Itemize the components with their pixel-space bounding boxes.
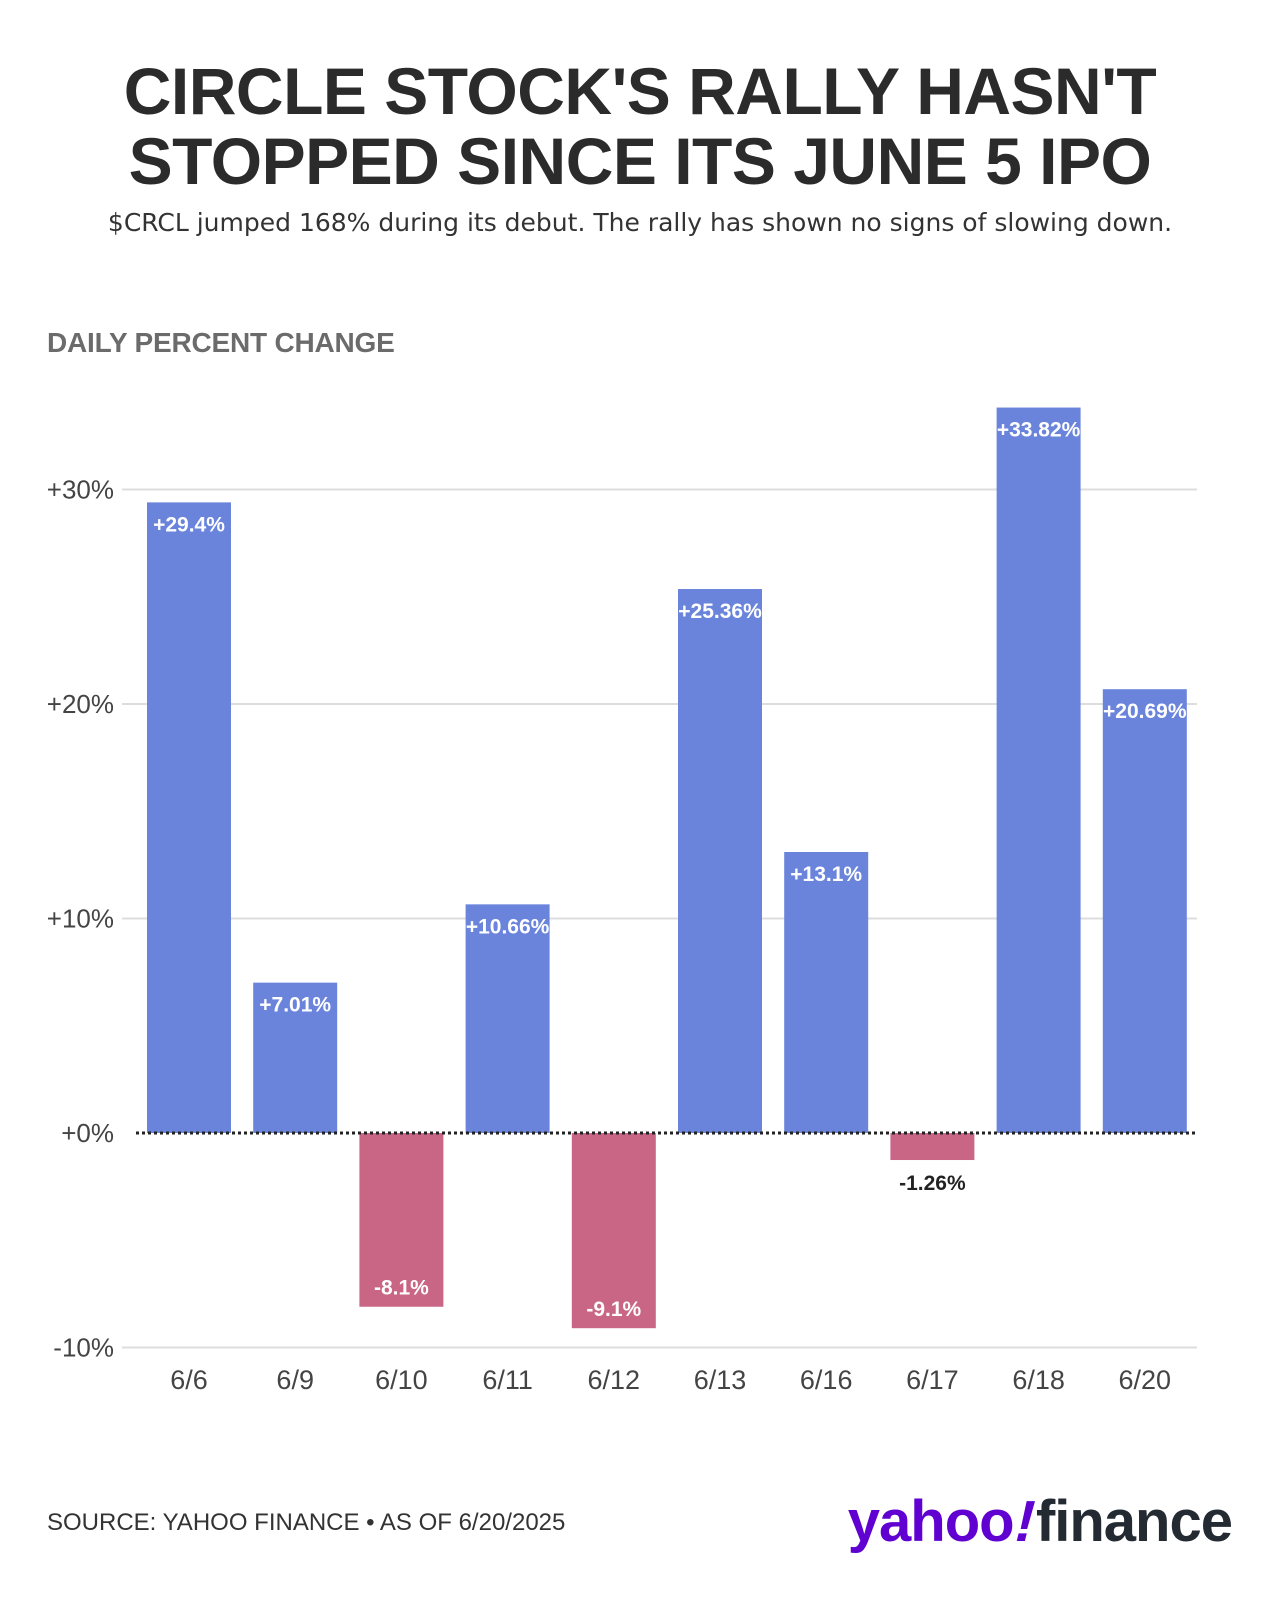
x-tick-label: 6/9	[276, 1365, 314, 1395]
bar	[253, 982, 338, 1133]
x-tick-label: 6/18	[1012, 1365, 1065, 1395]
logo-yahoo-text: yahoo	[847, 1489, 1015, 1554]
bar	[571, 1133, 656, 1329]
bar	[996, 407, 1081, 1133]
y-tick-label: -10%	[53, 1333, 114, 1363]
data-label: +13.1%	[790, 863, 862, 886]
data-label: +29.4%	[153, 513, 225, 536]
bar	[465, 904, 550, 1133]
logo-finance-text: finance	[1035, 1489, 1233, 1554]
x-tick-label: 6/17	[906, 1365, 959, 1395]
chart-subtitle: $CRCL jumped 168% during its debut. The …	[107, 208, 1173, 237]
data-label: +10.66%	[466, 915, 550, 938]
data-label: +25.36%	[678, 600, 762, 623]
bar	[359, 1133, 444, 1307]
y-axis-label: DAILY PERCENT CHANGE	[47, 327, 395, 358]
y-tick-label: +20%	[47, 689, 114, 719]
y-tick-label: +0%	[61, 1118, 114, 1148]
bar	[147, 502, 231, 1133]
bar	[1102, 689, 1187, 1133]
bar	[678, 589, 762, 1133]
x-tick-label: 6/6	[170, 1365, 208, 1395]
x-tick-label: 6/20	[1119, 1365, 1172, 1395]
source-note: SOURCE: YAHOO FINANCE • AS OF 6/20/2025	[47, 1509, 566, 1536]
data-label: +20.69%	[1103, 700, 1187, 723]
title-line-2: STOPPED SINCE ITS JUNE 5 IPO	[128, 124, 1152, 198]
bar	[890, 1133, 975, 1161]
data-label: -1.26%	[899, 1172, 966, 1195]
data-label: +33.82%	[997, 419, 1081, 442]
x-tick-label: 6/13	[694, 1365, 747, 1395]
x-tick-label: 6/10	[375, 1365, 428, 1395]
data-label: -9.1%	[586, 1298, 641, 1321]
chart-title: CIRCLE STOCK'S RALLY HASN'T STOPPED SINC…	[0, 56, 1280, 196]
x-tick-label: 6/11	[482, 1365, 533, 1395]
x-tick-label: 6/16	[800, 1365, 853, 1395]
bar	[784, 852, 869, 1133]
data-label: +7.01%	[259, 994, 331, 1017]
y-tick-label: +30%	[47, 475, 114, 505]
y-tick-label: +10%	[47, 904, 114, 934]
data-label: -8.1%	[374, 1277, 429, 1300]
yahoo-finance-logo: yahoo!finance	[847, 1489, 1233, 1554]
title-line-1: CIRCLE STOCK'S RALLY HASN'T	[123, 54, 1157, 128]
x-tick-label: 6/12	[588, 1365, 641, 1395]
